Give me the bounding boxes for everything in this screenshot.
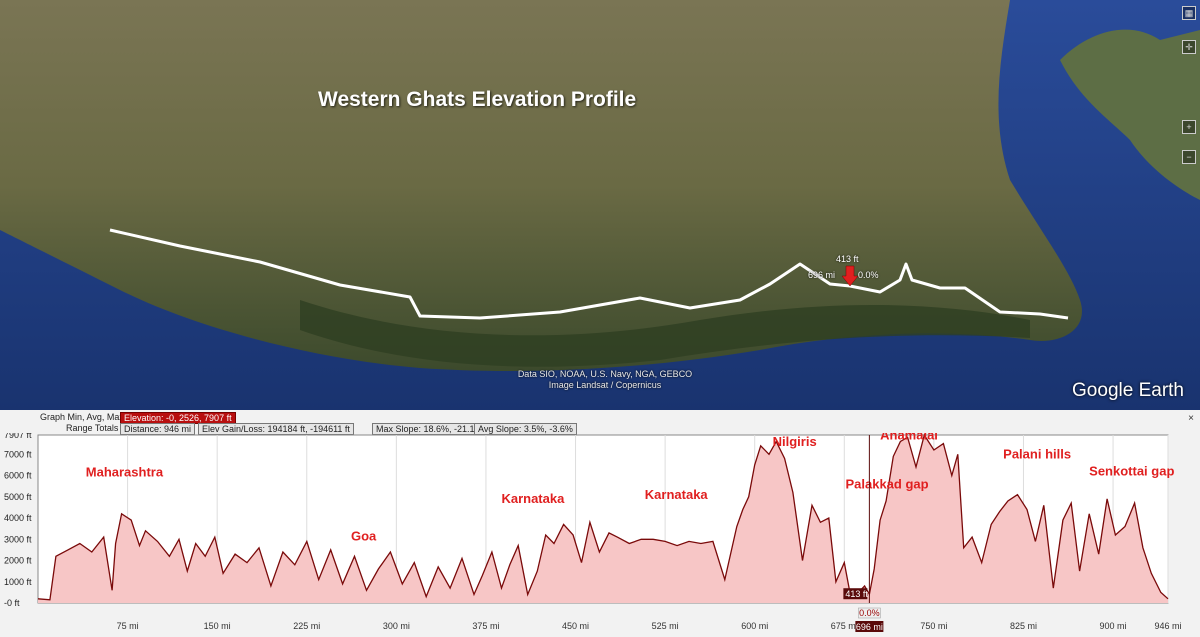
region-label: Anamalai <box>880 433 938 442</box>
x-tick-label: 150 mi <box>204 621 231 631</box>
region-label: Senkottai gap <box>1089 464 1174 479</box>
y-axis: -0 ft 1000 ft 2000 ft 3000 ft 4000 ft 5000 ft… <box>4 433 32 608</box>
route-line <box>109 228 1069 320</box>
map-toolbar: ▦ ✛ + − <box>1178 0 1200 410</box>
x-tick-label: 75 mi <box>117 621 139 631</box>
region-label: Karnataka <box>645 487 709 502</box>
map-title: Western Ghats Elevation Profile <box>318 88 637 111</box>
region-labels: Maharashtra Goa Karnataka Karnataka Nilgiris… <box>86 433 1175 543</box>
y-tick-label: 1000 ft <box>4 577 32 587</box>
forest-belt <box>300 300 1030 367</box>
x-tick-label: 300 mi <box>383 621 410 631</box>
dist-tag-label: 696 mi <box>856 622 883 632</box>
x-tick-label: 375 mi <box>472 621 499 631</box>
y-tick-label: 3000 ft <box>4 534 32 544</box>
y-tick-label: 7907 ft <box>4 433 32 440</box>
island-land <box>1060 29 1200 200</box>
x-tick-label: 675 mi <box>831 621 858 631</box>
cursor-distance: 696 mi <box>808 270 836 280</box>
elev-tag-box <box>843 588 868 600</box>
close-icon[interactable]: × <box>1188 413 1194 424</box>
google-earth-logo: Google Earth <box>1072 380 1184 401</box>
info-row-range: Range Totals Distance: 946 mi Elev Gain/… <box>0 422 1200 435</box>
zoom-out-icon[interactable]: − <box>1182 150 1196 164</box>
x-tick-label: 750 mi <box>920 621 947 631</box>
x-tick-label: 225 mi <box>293 621 320 631</box>
y-tick-label: 2000 ft <box>4 556 32 566</box>
cursor-marker: 413 ft 0.0% 696 mi <box>843 435 884 632</box>
region-label: Palakkad gap <box>845 476 928 491</box>
compass-icon[interactable]: ✛ <box>1182 40 1196 54</box>
y-tick-label: 6000 ft <box>4 471 32 481</box>
attribution-line-1: Data SIO, NOAA, U.S. Navy, NGA, GEBCO <box>517 369 693 379</box>
attribution-line-2: Image Landsat / Copernicus <box>548 380 662 390</box>
cursor-slope: 0.0% <box>858 270 879 280</box>
satellite-imagery <box>0 0 1200 410</box>
x-tick-label: 825 mi <box>1010 621 1037 631</box>
region-label: Karnataka <box>501 491 565 506</box>
x-tick-label: 450 mi <box>562 621 589 631</box>
region-label: Maharashtra <box>86 465 164 480</box>
x-tick-label: 525 mi <box>652 621 679 631</box>
y-tick-label: -0 ft <box>4 598 20 608</box>
region-label: Goa <box>351 528 377 543</box>
y-tick-label: 7000 ft <box>4 449 32 459</box>
land-mass <box>0 0 1082 371</box>
slope-tag-label: 0.0% <box>859 608 880 618</box>
y-tick-label: 4000 ft <box>4 513 32 523</box>
x-tick-label: 946 mi <box>1154 621 1181 631</box>
elev-tag-label: 413 ft <box>845 589 868 599</box>
elevation-area <box>38 435 1168 603</box>
position-arrow-icon <box>841 265 859 287</box>
y-tick-label: 5000 ft <box>4 492 32 502</box>
dist-tag-box <box>855 621 884 632</box>
range-totals-label: Range Totals <box>66 423 119 433</box>
slope-tag-box <box>858 607 881 619</box>
elevation-line <box>37 433 1169 601</box>
zoom-in-icon[interactable]: + <box>1182 120 1196 134</box>
region-label: Nilgiris <box>773 434 817 449</box>
x-axis: 75 mi 150 mi 225 mi 300 mi 375 mi 450 mi 525 m… <box>117 621 1182 631</box>
graph-label: Graph Min, Avg, Max <box>40 412 124 422</box>
cursor-elevation: 413 ft <box>836 254 859 264</box>
region-label: Palani hills <box>1003 447 1071 462</box>
grid-icon[interactable]: ▦ <box>1182 6 1196 20</box>
x-tick-label: 600 mi <box>741 621 768 631</box>
elevation-chart[interactable]: -0 ft 1000 ft 2000 ft 3000 ft 4000 ft 5000 ft… <box>0 433 1200 637</box>
x-tick-label: 900 mi <box>1100 621 1127 631</box>
map-view[interactable]: Western Ghats Elevation Profile 413 ft 6… <box>0 0 1200 410</box>
